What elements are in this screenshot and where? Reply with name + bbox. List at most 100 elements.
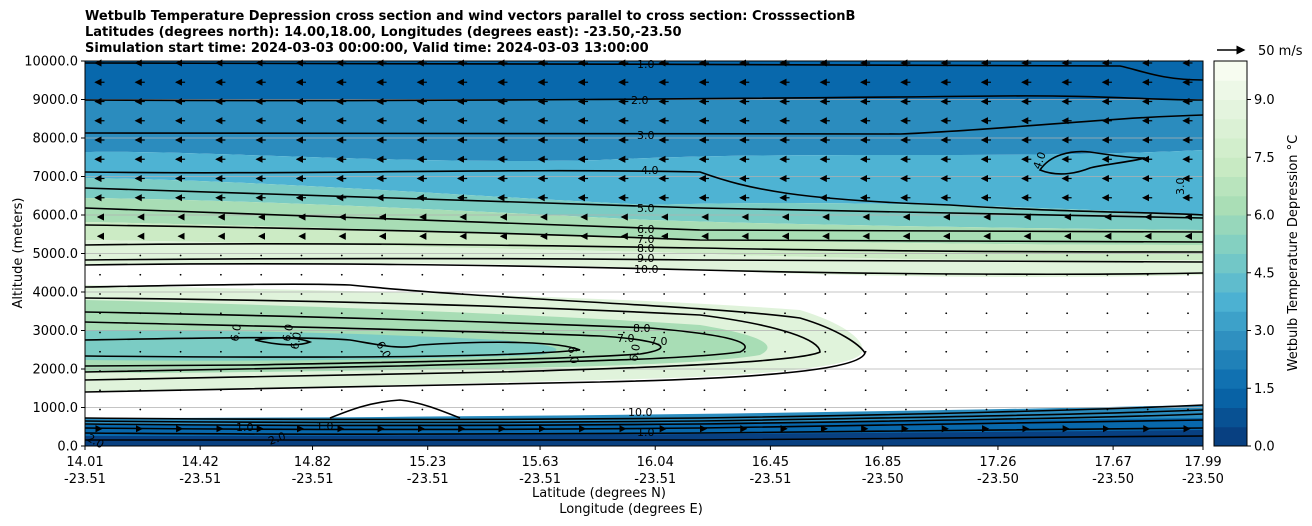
wind-vector: [179, 370, 182, 372]
wind-vector: [582, 331, 585, 334]
wind-vector: [219, 350, 222, 353]
wind-vector: [340, 312, 343, 315]
wind-vector: [542, 273, 545, 276]
x-tick-label-lon: -23.51: [519, 472, 561, 487]
wind-vector: [260, 389, 263, 392]
wind-vector: [381, 350, 383, 353]
wind-vector: [99, 389, 101, 392]
wind-vector: [703, 389, 706, 392]
wind-vector: [99, 350, 101, 353]
wind-vector: [1187, 254, 1189, 257]
wind-vector: [1106, 331, 1109, 334]
wind-vector: [502, 273, 504, 276]
wind-vector: [139, 370, 142, 372]
wind-vector: [985, 312, 988, 315]
wind-vector: [99, 273, 101, 276]
wind-vector: [99, 331, 101, 334]
y-tick-label: 5000.0: [33, 247, 79, 262]
wind-vector: [582, 273, 585, 276]
wind-vector: [703, 273, 706, 276]
x-tick-label-lat: 14.42: [182, 455, 219, 470]
wind-vector: [743, 331, 746, 334]
contour-label-7: 7.0: [637, 233, 655, 246]
wind-vector: [139, 389, 142, 392]
wind-vector: [622, 408, 625, 411]
wind-vector: [663, 312, 666, 315]
x-tick-label-lon: -23.51: [64, 472, 106, 487]
wind-vector: [703, 370, 706, 372]
wind-vector: [663, 273, 666, 276]
wind-vector: [622, 370, 625, 372]
wind-vector: [824, 273, 827, 276]
wind-vector: [1025, 370, 1028, 372]
y-tick-label: 8000.0: [33, 132, 79, 147]
contour-line-bl-5: [84, 427, 1204, 435]
chart-title-line-1: Wetbulb Temperature Depression cross sec…: [85, 9, 855, 24]
wind-vector: [905, 312, 907, 315]
contour-line-9b: [84, 297, 821, 381]
wind-vector: [1146, 350, 1149, 353]
contour-label-6: 6.0: [637, 223, 655, 236]
colorbar-band: [1214, 195, 1247, 216]
wind-vector: [1025, 312, 1028, 315]
wind-vector: [461, 254, 464, 257]
y-tick-label: 6000.0: [33, 209, 79, 224]
wind-vector: [381, 331, 383, 334]
wind-vector: [905, 254, 907, 257]
wind-vector: [421, 273, 424, 276]
wind-vector: [1106, 293, 1109, 295]
wind-vector: [784, 408, 786, 411]
wind-vector: [663, 254, 666, 257]
wind-vector: [542, 312, 545, 315]
fill-level-5: [85, 198, 1203, 245]
wind-vector: [1146, 254, 1149, 257]
wind-vector: [179, 312, 182, 315]
wind-vector: [461, 389, 464, 392]
wind-vector: [622, 350, 625, 353]
colorbar-tick-label: 9.0: [1254, 93, 1275, 108]
contour-line-bl-1: [84, 404, 1204, 421]
y-tick-label: 7000.0: [33, 170, 79, 185]
wind-vector: [1066, 254, 1069, 257]
wind-vector: [179, 293, 182, 295]
colorbar-band: [1214, 138, 1247, 158]
wind-vector: [461, 350, 464, 353]
wind-vector: [582, 370, 585, 372]
colorbar: 0.0 1.5 3.0 4.5 6.0 7.5 9.0 Wetbulb Temperatur…: [1213, 60, 1301, 455]
wind-vector: [139, 350, 142, 353]
colorbar-band: [1214, 253, 1247, 274]
contour-line-10: [84, 263, 1204, 276]
wind-vector: [985, 389, 988, 392]
contour-line-7b: [84, 321, 662, 367]
wind-vector: [824, 370, 827, 372]
wind-vector: [502, 293, 504, 295]
wind-vector: [784, 254, 786, 257]
wind-vector: [219, 254, 222, 257]
wind-vector: [139, 312, 142, 315]
wind-vector: [99, 408, 101, 411]
contour-label-8: 8.0: [637, 242, 655, 255]
colorbar-ticks: 0.0 1.5 3.0 4.5 6.0 7.5 9.0: [1247, 93, 1275, 455]
wind-vector: [1106, 273, 1109, 276]
wind-vector: [502, 331, 504, 334]
wind-vector: [502, 312, 504, 315]
wind-vector: [381, 293, 383, 295]
y-tick-label: 1000.0: [33, 401, 79, 416]
contour-line-3: [84, 114, 1204, 135]
y-tick-label: 10000.0: [24, 55, 78, 70]
wind-vector: [381, 389, 383, 392]
wind-vector: [381, 312, 383, 315]
wind-vector: [864, 370, 867, 372]
wind-vector: [542, 254, 545, 257]
wind-vector: [824, 293, 827, 295]
wind-vector: [945, 312, 948, 315]
wind-vector: [743, 350, 746, 353]
x-tick-label-lat: 17.67: [1095, 455, 1132, 470]
wind-vector: [663, 293, 666, 295]
wind-vector: [260, 408, 263, 411]
wind-vector: [784, 370, 786, 372]
y-tick-label: 0.0: [57, 440, 78, 455]
contour-label-7-mid-a: 7.0: [617, 332, 635, 345]
x-tick-label-lon: -23.51: [292, 472, 334, 487]
wind-vector: [421, 254, 424, 257]
